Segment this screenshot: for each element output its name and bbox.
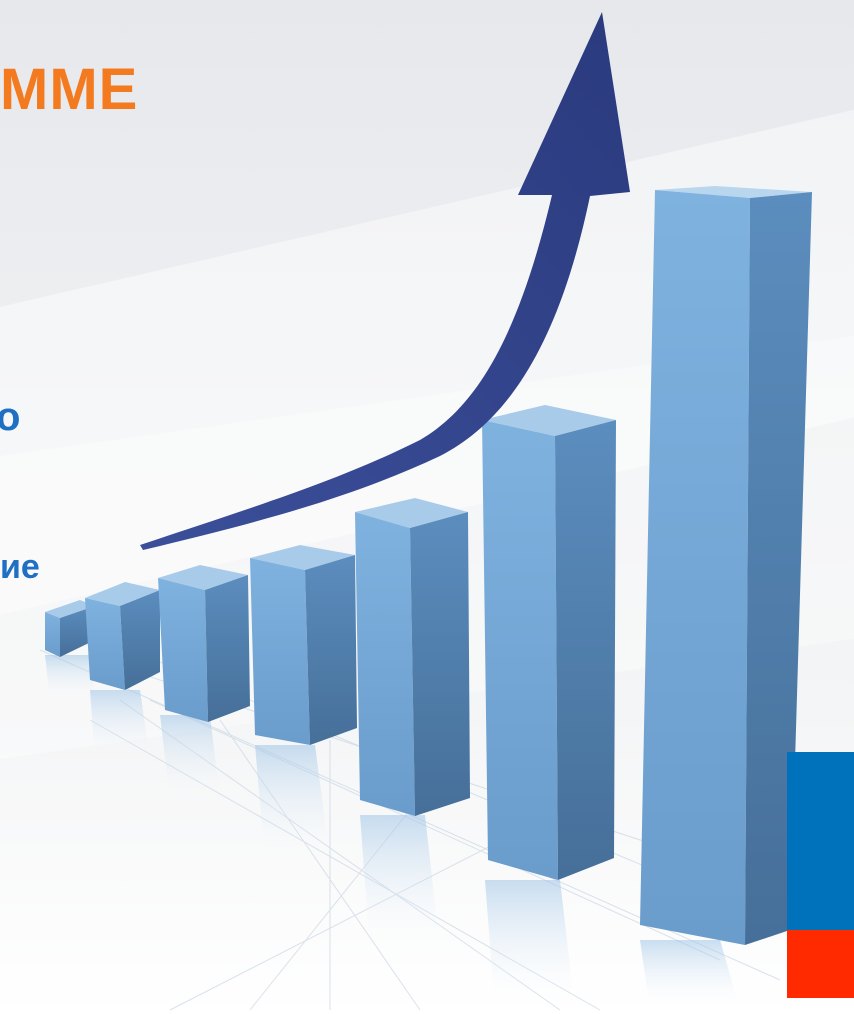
bar-4 — [250, 545, 357, 745]
text-fragment: о — [0, 395, 21, 439]
bar-2 — [85, 582, 160, 690]
bar-7 — [640, 186, 812, 945]
flag-red-stripe — [787, 930, 854, 998]
flag-blue-stripe — [787, 752, 854, 930]
slide-title-fragment: ММЕ — [0, 57, 139, 122]
bar-1 — [45, 600, 95, 657]
growth-arrow — [140, 12, 630, 550]
bar-5 — [355, 498, 470, 816]
bar-6 — [482, 405, 616, 880]
bar-3 — [158, 565, 250, 722]
bar-reflections — [45, 655, 740, 1010]
text-fragment: ие — [0, 548, 40, 586]
